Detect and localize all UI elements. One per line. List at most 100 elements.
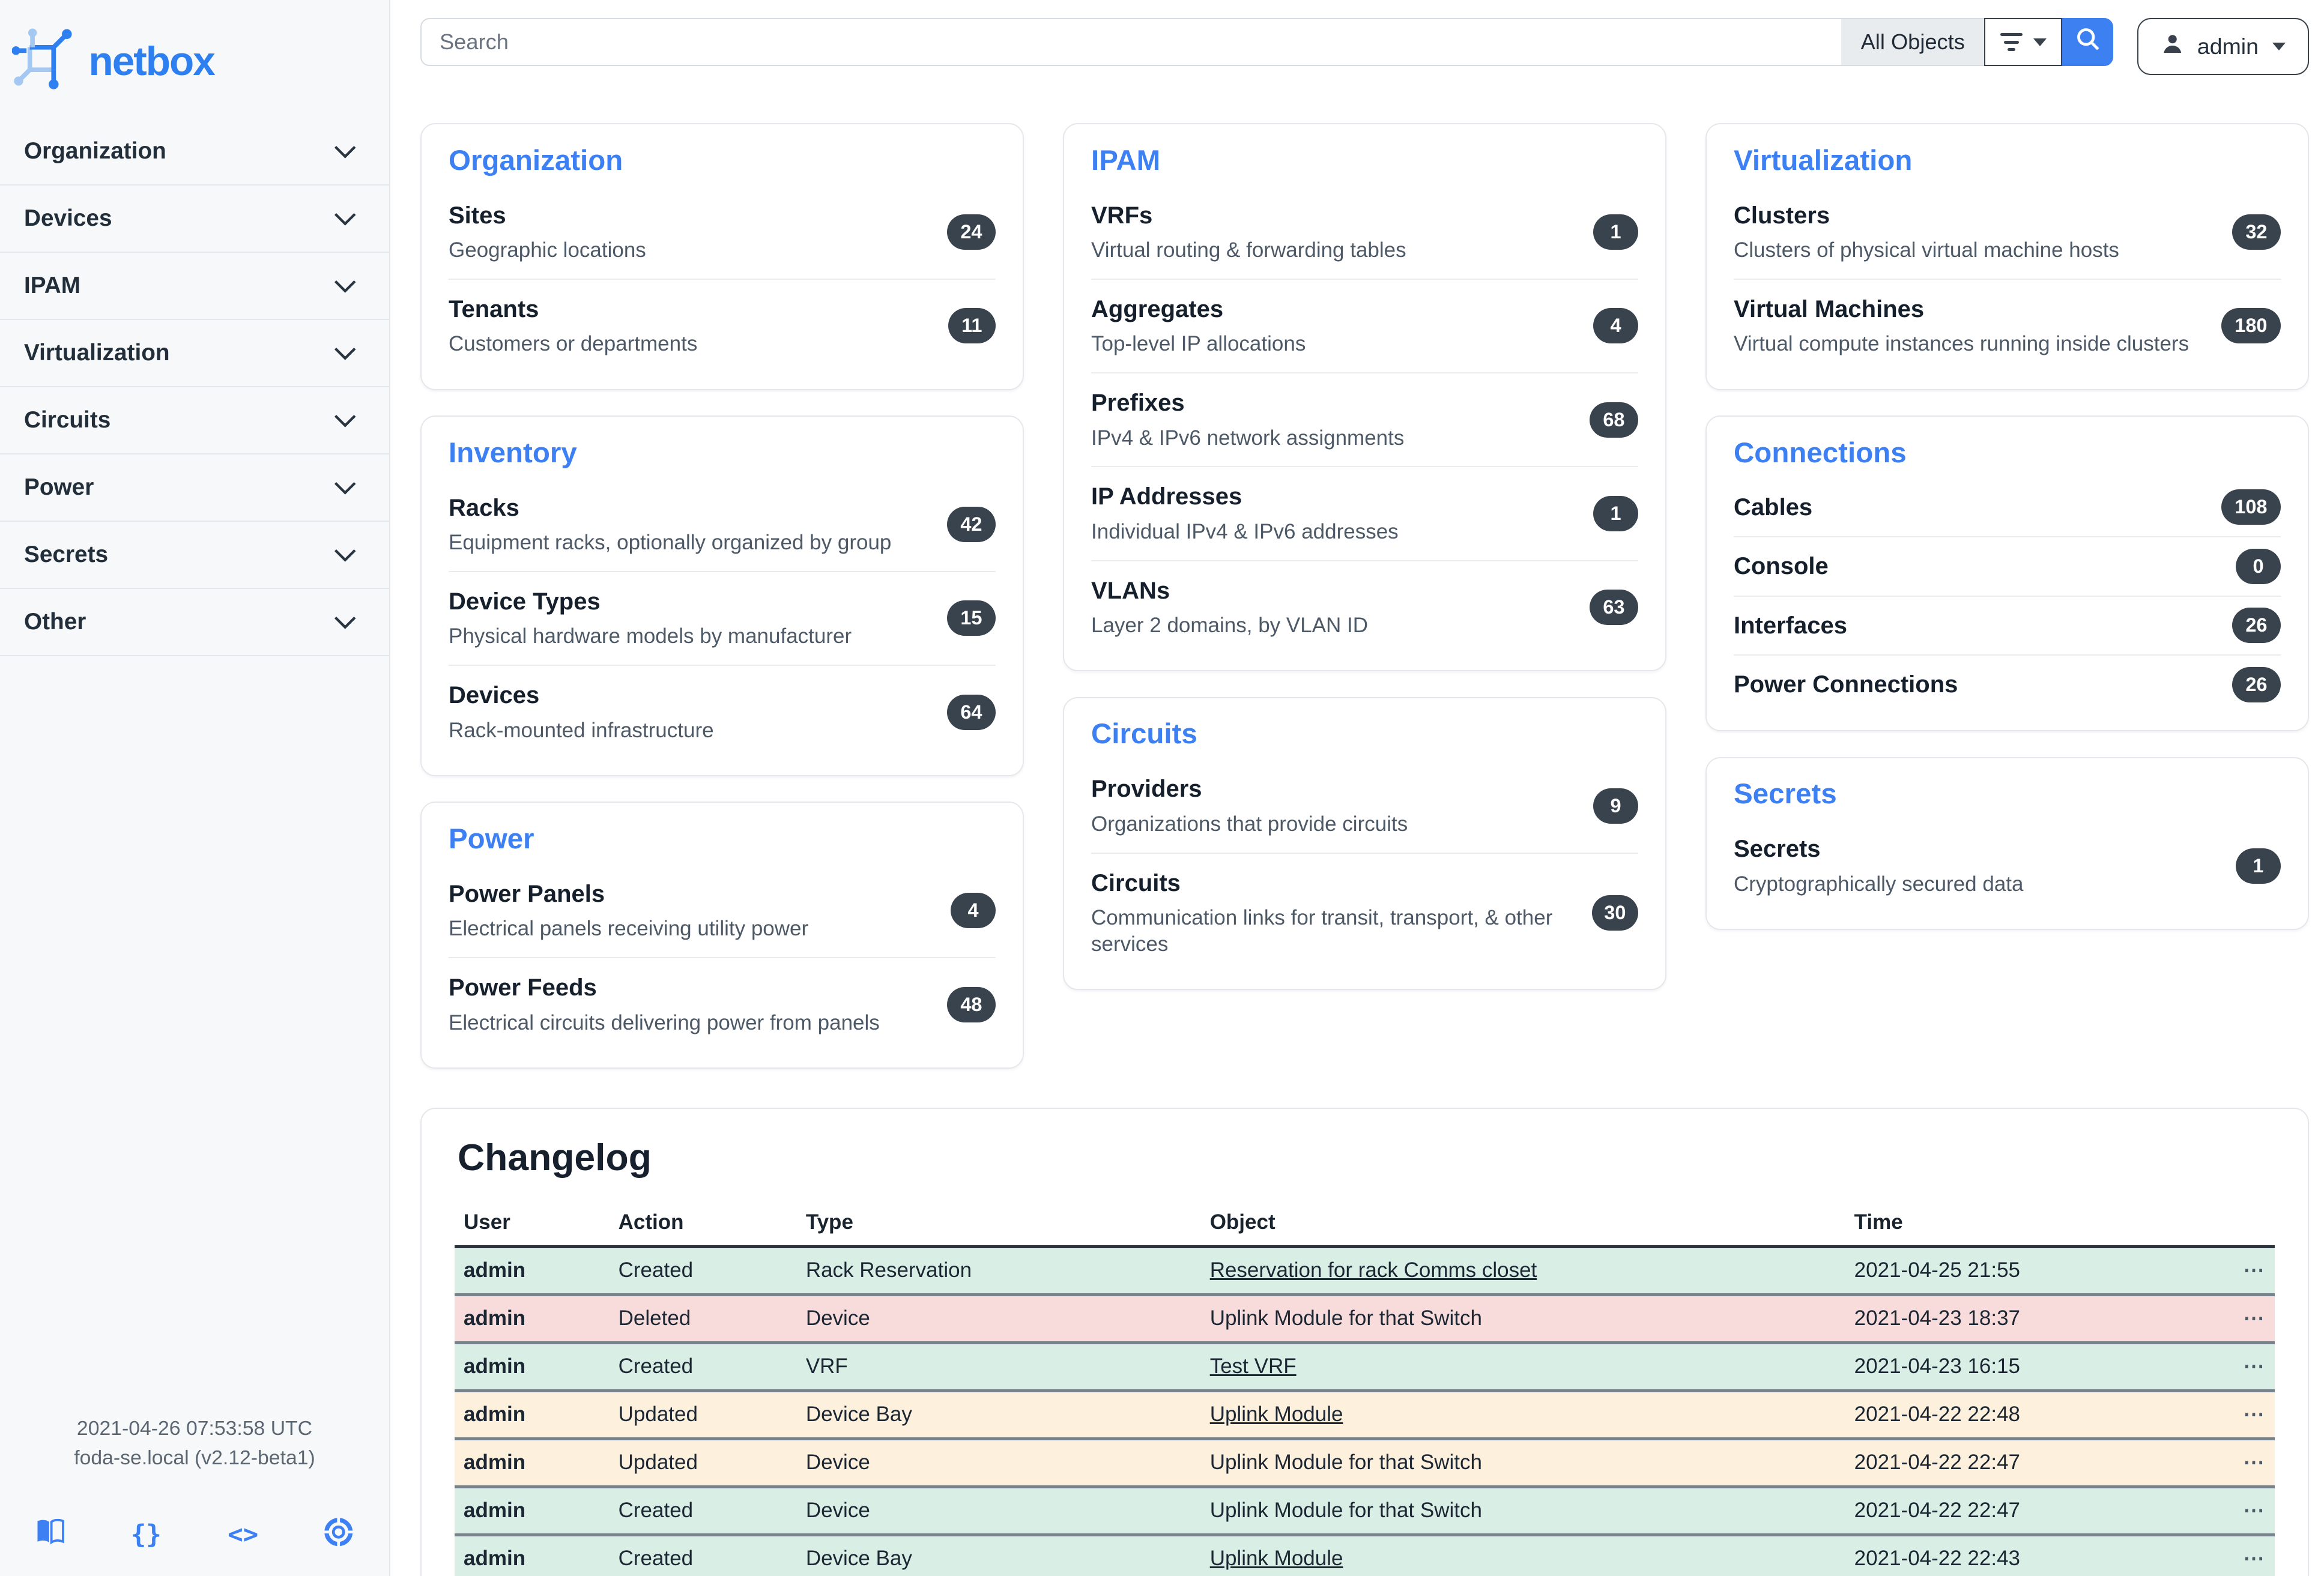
card-title: Connections bbox=[1734, 436, 1907, 469]
card-item-aggregates[interactable]: Aggregates Top-level IP allocations 4 bbox=[1091, 278, 1638, 372]
changelog-object-link[interactable]: Uplink Module bbox=[1209, 1402, 1343, 1427]
card-item-label: Secrets bbox=[1734, 836, 1821, 862]
rest-api-braces-icon[interactable]: {} bbox=[130, 1520, 162, 1550]
card-item-vrfs[interactable]: VRFs Virtual routing & forwarding tables 1 bbox=[1091, 186, 1638, 279]
card-item-label: Circuits bbox=[1091, 869, 1181, 896]
card-item-description: Cryptographically secured data bbox=[1734, 872, 2024, 896]
card-item-vlans[interactable]: VLANs Layer 2 domains, by VLAN ID 63 bbox=[1091, 560, 1638, 654]
sidebar-item-devices[interactable]: Devices bbox=[0, 186, 389, 253]
search-filter-button[interactable] bbox=[1984, 18, 2063, 66]
card-item-cables[interactable]: Cables 108 bbox=[1734, 479, 2281, 537]
changelog-action: Deleted bbox=[609, 1294, 797, 1344]
card-item-label: Virtual Machines bbox=[1734, 295, 1925, 322]
card-item-description: Geographic locations bbox=[449, 238, 646, 262]
card-item-description: Virtual compute instances running inside… bbox=[1734, 332, 2189, 356]
docs-book-icon[interactable] bbox=[36, 1518, 65, 1551]
changelog-object-link[interactable]: Reservation for rack Comms closet bbox=[1209, 1258, 1537, 1282]
changelog-action: Updated bbox=[609, 1390, 797, 1440]
count-badge: 42 bbox=[946, 507, 996, 543]
changelog-type: Device Bay bbox=[796, 1535, 1201, 1576]
card-item-text: VLANs Layer 2 domains, by VLAN ID bbox=[1091, 576, 1368, 639]
card-secrets: Secrets Secrets Cryptographically secured … bbox=[1705, 756, 2309, 930]
row-actions-ellipsis-icon[interactable]: ⋯ bbox=[2243, 1306, 2266, 1330]
card-item-interfaces[interactable]: Interfaces 26 bbox=[1734, 595, 2281, 655]
card-item-text: Console bbox=[1734, 552, 1829, 581]
row-actions-ellipsis-icon[interactable]: ⋯ bbox=[2243, 1402, 2266, 1427]
card-item-text: Racks Equipment racks, optionally organiz… bbox=[449, 494, 891, 556]
changelog-time: 2021-04-22 22:43 bbox=[1845, 1535, 2217, 1576]
row-actions-ellipsis-icon[interactable]: ⋯ bbox=[2243, 1354, 2266, 1378]
card-item-device-types[interactable]: Device Types Physical hardware models by … bbox=[449, 570, 996, 665]
changelog-action: Created bbox=[609, 1487, 797, 1536]
card-item-providers[interactable]: Providers Organizations that provide circ… bbox=[1091, 759, 1638, 852]
sidebar-item-ipam[interactable]: IPAM bbox=[0, 253, 389, 320]
card-item-sites[interactable]: Sites Geographic locations 24 bbox=[449, 186, 996, 279]
card-item-label: Device Types bbox=[449, 588, 601, 615]
help-lifering-icon[interactable] bbox=[324, 1517, 353, 1553]
row-actions-ellipsis-icon[interactable]: ⋯ bbox=[2243, 1547, 2266, 1571]
card-item-description: Virtual routing & forwarding tables bbox=[1091, 238, 1406, 262]
card-item-label: Devices bbox=[449, 682, 540, 708]
user-menu-button[interactable]: admin bbox=[2137, 18, 2309, 75]
changelog-row-menu-cell: ⋯ bbox=[2216, 1487, 2275, 1536]
source-code-icon[interactable]: <> bbox=[228, 1520, 259, 1550]
chevron-down-icon bbox=[334, 340, 357, 367]
card-title: Secrets bbox=[1734, 778, 1837, 810]
card-item-label: Prefixes bbox=[1091, 390, 1185, 416]
changelog-row: admin Updated Device Uplink Module for that… bbox=[455, 1439, 2275, 1488]
card-virtualization: Virtualization Clusters Clusters of physic… bbox=[1705, 123, 2309, 390]
card-item-power-feeds[interactable]: Power Feeds Electrical circuits deliverin… bbox=[449, 957, 996, 1051]
changelog-action: Created bbox=[609, 1342, 797, 1392]
changelog-object-link[interactable]: Uplink Module bbox=[1209, 1547, 1343, 1571]
card-item-prefixes[interactable]: Prefixes IPv4 & IPv6 network assignments 6… bbox=[1091, 372, 1638, 466]
card-item-clusters[interactable]: Clusters Clusters of physical virtual mac… bbox=[1734, 186, 2281, 279]
card-item-virtual-machines[interactable]: Virtual Machines Virtual compute instance… bbox=[1734, 278, 2281, 372]
card-item-power-panels[interactable]: Power Panels Electrical panels receiving … bbox=[449, 865, 996, 957]
changelog-action: Created bbox=[609, 1246, 797, 1296]
changelog-object-cell: Test VRF bbox=[1200, 1342, 1845, 1392]
changelog-row: admin Created Rack Reservation Reservation … bbox=[455, 1246, 2275, 1296]
search-input[interactable] bbox=[420, 18, 1842, 66]
global-search-bar: All Objects bbox=[420, 18, 2309, 75]
row-actions-ellipsis-icon[interactable]: ⋯ bbox=[2243, 1499, 2266, 1523]
changelog-col-action: Action bbox=[609, 1200, 797, 1248]
card-item-tenants[interactable]: Tenants Customers or departments 11 bbox=[449, 278, 996, 372]
changelog-row-menu-cell: ⋯ bbox=[2216, 1439, 2275, 1488]
changelog-type: Device Bay bbox=[796, 1390, 1201, 1440]
sidebar-item-organization[interactable]: Organization bbox=[0, 117, 389, 186]
sidebar-item-label: Virtualization bbox=[24, 340, 170, 366]
netbox-home-link[interactable]: netbox bbox=[0, 0, 389, 117]
card-item-power-connections[interactable]: Power Connections 26 bbox=[1734, 654, 2281, 714]
sidebar-item-power[interactable]: Power bbox=[0, 454, 389, 522]
card-item-label: IP Addresses bbox=[1091, 483, 1242, 510]
search-submit-button[interactable] bbox=[2062, 18, 2114, 66]
card-item-label: Power Panels bbox=[449, 880, 605, 907]
card-item-text: Power Feeds Electrical circuits deliverin… bbox=[449, 973, 880, 1036]
row-actions-ellipsis-icon[interactable]: ⋯ bbox=[2243, 1451, 2266, 1475]
card-item-secrets[interactable]: Secrets Cryptographically secured data 1 bbox=[1734, 820, 2281, 912]
chevron-down-icon bbox=[334, 407, 357, 434]
card-item-label: Aggregates bbox=[1091, 295, 1224, 322]
card-item-label: Interfaces bbox=[1734, 612, 1847, 639]
count-badge: 11 bbox=[948, 308, 996, 344]
changelog-row-menu-cell: ⋯ bbox=[2216, 1390, 2275, 1440]
changelog-object-link[interactable]: Test VRF bbox=[1209, 1354, 1297, 1378]
card-item-devices[interactable]: Devices Rack-mounted infrastructure 64 bbox=[449, 665, 996, 758]
changelog-col-time: Time bbox=[1845, 1200, 2217, 1248]
card-item-text: Sites Geographic locations bbox=[449, 201, 646, 264]
card-item-text: Device Types Physical hardware models by … bbox=[449, 587, 852, 650]
card-item-console[interactable]: Console 0 bbox=[1734, 536, 2281, 596]
row-actions-ellipsis-icon[interactable]: ⋯ bbox=[2243, 1258, 2266, 1282]
sidebar-item-circuits[interactable]: Circuits bbox=[0, 387, 389, 454]
card-item-ip-addresses[interactable]: IP Addresses Individual IPv4 & IPv6 addre… bbox=[1091, 466, 1638, 560]
card-item-circuits[interactable]: Circuits Communication links for transit,… bbox=[1091, 852, 1638, 973]
sidebar-item-virtualization[interactable]: Virtualization bbox=[0, 320, 389, 387]
card-item-description: Organizations that provide circuits bbox=[1091, 812, 1408, 836]
sidebar-item-secrets[interactable]: Secrets bbox=[0, 522, 389, 589]
count-badge: 30 bbox=[1591, 895, 1638, 931]
card-item-racks[interactable]: Racks Equipment racks, optionally organiz… bbox=[449, 479, 996, 571]
user-menu-label: admin bbox=[2197, 34, 2259, 59]
changelog-time: 2021-04-22 22:47 bbox=[1845, 1487, 2217, 1536]
sidebar-item-other[interactable]: Other bbox=[0, 589, 389, 656]
